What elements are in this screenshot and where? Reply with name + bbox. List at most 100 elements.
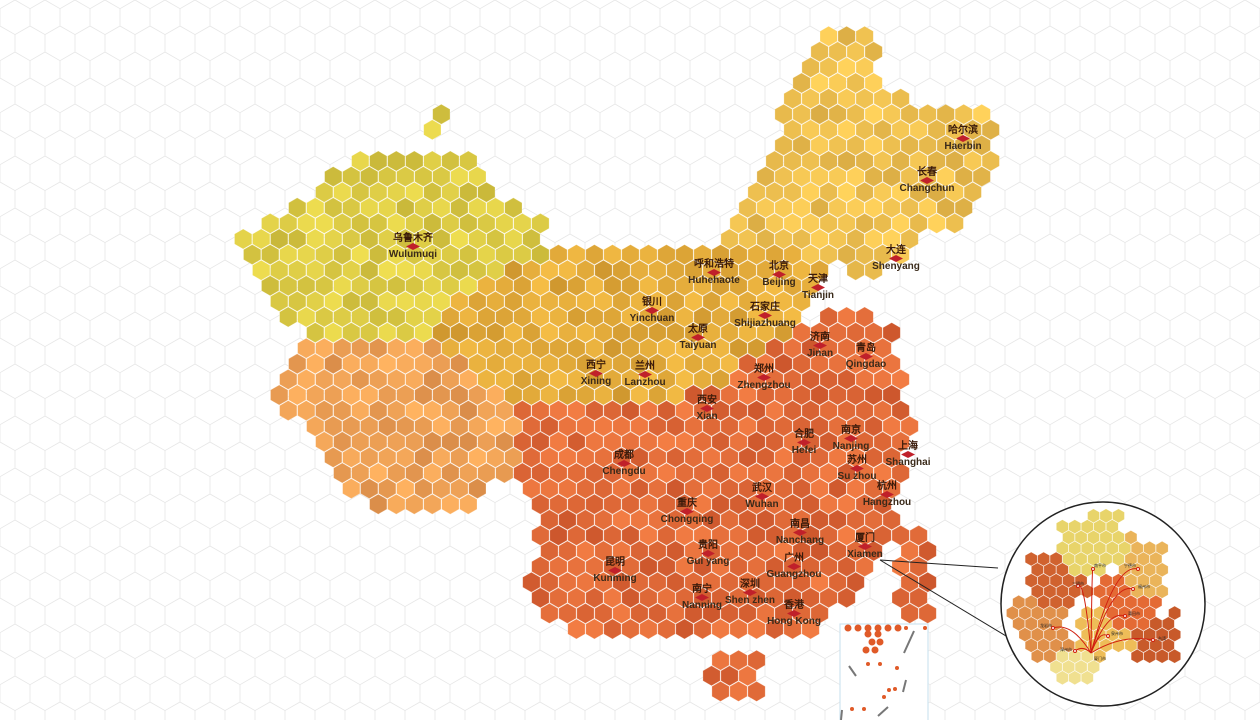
hex-tile: [351, 150, 370, 172]
city-marker[interactable]: 苏州 Su zhou: [838, 456, 877, 482]
hex-tile: [693, 556, 712, 578]
hex-tile: [477, 368, 496, 390]
city-marker[interactable]: 大连 Shenyang: [872, 246, 920, 272]
hex-tile: [648, 446, 667, 468]
hex-tile: [891, 181, 910, 203]
hex-tile: [468, 384, 487, 406]
hex-tile: [360, 353, 379, 375]
hex-tile: [531, 431, 550, 453]
city-marker[interactable]: 重庆 Chongqing: [661, 499, 714, 525]
hex-tile: [891, 119, 910, 141]
hex-tile: [756, 415, 775, 437]
inset-hex-tile: [1068, 649, 1082, 664]
city-marker[interactable]: 武汉 Wuhan: [745, 484, 778, 510]
city-marker[interactable]: 太原 Taiyuan: [679, 325, 716, 351]
city-marker[interactable]: 深圳 Shen zhen: [725, 580, 775, 606]
hex-tile: [576, 478, 595, 500]
hex-tile: [414, 415, 433, 437]
hex-tile: [612, 415, 631, 437]
hex-tile: [720, 353, 739, 375]
hex-tile: [684, 446, 703, 468]
city-marker[interactable]: 天津 Tianjin: [802, 275, 834, 301]
hex-tile: [549, 524, 568, 546]
hex-tile: [423, 275, 442, 297]
hex-tile: [837, 400, 856, 422]
hex-tile: [657, 587, 676, 609]
hex-tile: [855, 181, 874, 203]
city-marker[interactable]: 兰州 Lanzhou: [624, 362, 665, 388]
hex-tile: [549, 306, 568, 328]
city-marker[interactable]: 贵阳 Gui yang: [687, 541, 730, 567]
city-marker[interactable]: 呼和浩特 Huhehaote: [688, 260, 740, 286]
hex-tile: [297, 368, 316, 390]
hex-tile: [360, 478, 379, 500]
inset-hex-tile: [1043, 605, 1057, 621]
hex-tile: [423, 150, 442, 172]
hex-tile: [846, 166, 865, 188]
inset-hex-tile: [1162, 616, 1175, 631]
hex-tile: [540, 322, 559, 344]
inset-city-dot: [1051, 626, 1055, 630]
hex-tile: [468, 322, 487, 344]
hex-tile: [810, 353, 829, 375]
hex-tile: [747, 618, 766, 640]
city-marker[interactable]: 南宁 Nanning: [682, 585, 722, 611]
hex-tile: [324, 415, 343, 437]
city-marker[interactable]: 杭州 Hangzhou: [863, 482, 911, 508]
hex-tile: [513, 368, 532, 390]
hex-tile: [693, 244, 712, 266]
hex-tile: [423, 431, 442, 453]
city-marker[interactable]: 郑州 Zhengzhou: [737, 365, 790, 391]
city-marker[interactable]: 北京 Beijing: [762, 262, 795, 288]
inset-hex-tile: [1099, 508, 1113, 523]
city-marker[interactable]: 长春 Changchun: [900, 168, 955, 194]
hex-tile: [549, 493, 568, 515]
hex-tile: [774, 478, 793, 500]
city-marker[interactable]: 济南 Jinan: [807, 333, 833, 359]
diamond-marker-icon: [787, 610, 801, 617]
hex-tile: [747, 649, 766, 671]
city-marker[interactable]: 厦门 Xiamen: [847, 534, 883, 560]
diamond-marker-icon: [879, 491, 894, 498]
hex-tile: [891, 431, 910, 453]
city-marker[interactable]: 香港 Hong Kong: [767, 601, 821, 627]
hex-tile: [648, 509, 667, 531]
city-marker[interactable]: 昆明 Kunming: [593, 558, 636, 584]
city-marker[interactable]: 银川 Yinchuan: [630, 298, 675, 324]
hex-tile: [288, 228, 307, 250]
city-marker[interactable]: 南昌 Nanchang: [776, 520, 824, 546]
hex-tile: [630, 540, 649, 562]
hex-tile: [603, 493, 622, 515]
city-marker[interactable]: 西宁 Xining: [581, 361, 612, 387]
hex-tile: [432, 290, 451, 312]
route-line: [1090, 638, 1154, 654]
hex-tile: [747, 556, 766, 578]
city-marker[interactable]: 广州 Guangzhou: [767, 554, 822, 580]
hex-tile: [387, 493, 406, 515]
hex-tile: [549, 244, 568, 266]
hex-tile: [621, 244, 640, 266]
city-marker[interactable]: 乌鲁木齐 Wulumuqi: [389, 234, 437, 260]
hex-tile: [495, 244, 514, 266]
hex-tile: [846, 103, 865, 125]
hex-tile: [594, 322, 613, 344]
hex-tile: [963, 181, 982, 203]
hex-tile: [792, 602, 811, 624]
hex-tile: [405, 244, 424, 266]
hex-tile: [522, 478, 541, 500]
island-dot: [876, 638, 884, 646]
city-marker[interactable]: 合肥 Hefei: [792, 430, 816, 456]
city-marker[interactable]: 石家庄 Shijiazhuang: [734, 303, 796, 329]
city-marker[interactable]: 成都 Chengdu: [602, 451, 645, 477]
hex-tile: [549, 368, 568, 390]
city-marker[interactable]: 青岛 Qingdao: [846, 344, 887, 370]
city-marker[interactable]: 上海 Shanghai: [885, 442, 930, 468]
hex-tile: [297, 275, 316, 297]
city-marker[interactable]: 南京 Nanjing: [833, 426, 870, 452]
city-marker[interactable]: 哈尔滨 Haerbin: [944, 126, 981, 152]
city-name-zh: 厦门: [854, 533, 875, 544]
hex-tile: [783, 306, 802, 328]
city-marker[interactable]: 西安 Xian: [696, 396, 717, 422]
hex-tile: [450, 197, 469, 219]
hex-tile: [747, 431, 766, 453]
